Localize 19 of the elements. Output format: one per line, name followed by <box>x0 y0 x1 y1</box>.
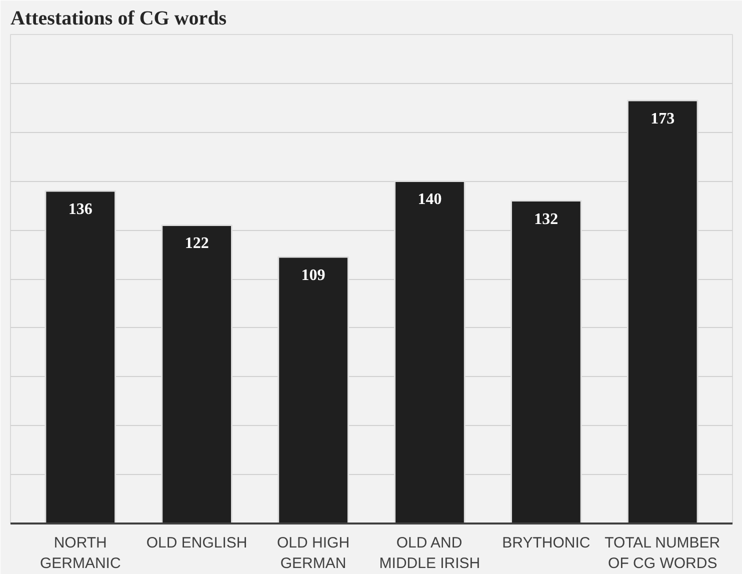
x-tick-label: NORTH GERMANIC <box>40 534 121 572</box>
data-label: 173 <box>650 110 675 128</box>
x-tick-label: OLD AND MIDDLE IRISH <box>379 534 480 572</box>
bar <box>161 224 233 524</box>
data-label: 122 <box>184 235 209 252</box>
data-label: 140 <box>418 191 442 208</box>
bar <box>394 180 466 524</box>
bar <box>626 100 698 524</box>
bar <box>278 256 349 524</box>
data-label: 109 <box>301 266 326 284</box>
x-tick-label: OLD HIGH GERMAN <box>277 534 350 572</box>
bar <box>510 200 582 524</box>
data-label: 136 <box>68 200 92 218</box>
x-tick-label: OLD ENGLISH <box>146 534 248 552</box>
chart-title: Attestations of CG words <box>10 8 227 30</box>
x-tick-label: BRYTHONIC <box>502 534 590 552</box>
data-label: 132 <box>534 210 558 228</box>
bar <box>44 190 116 524</box>
x-tick-label: TOTAL NUMBER OF CG WORDS <box>604 534 720 572</box>
